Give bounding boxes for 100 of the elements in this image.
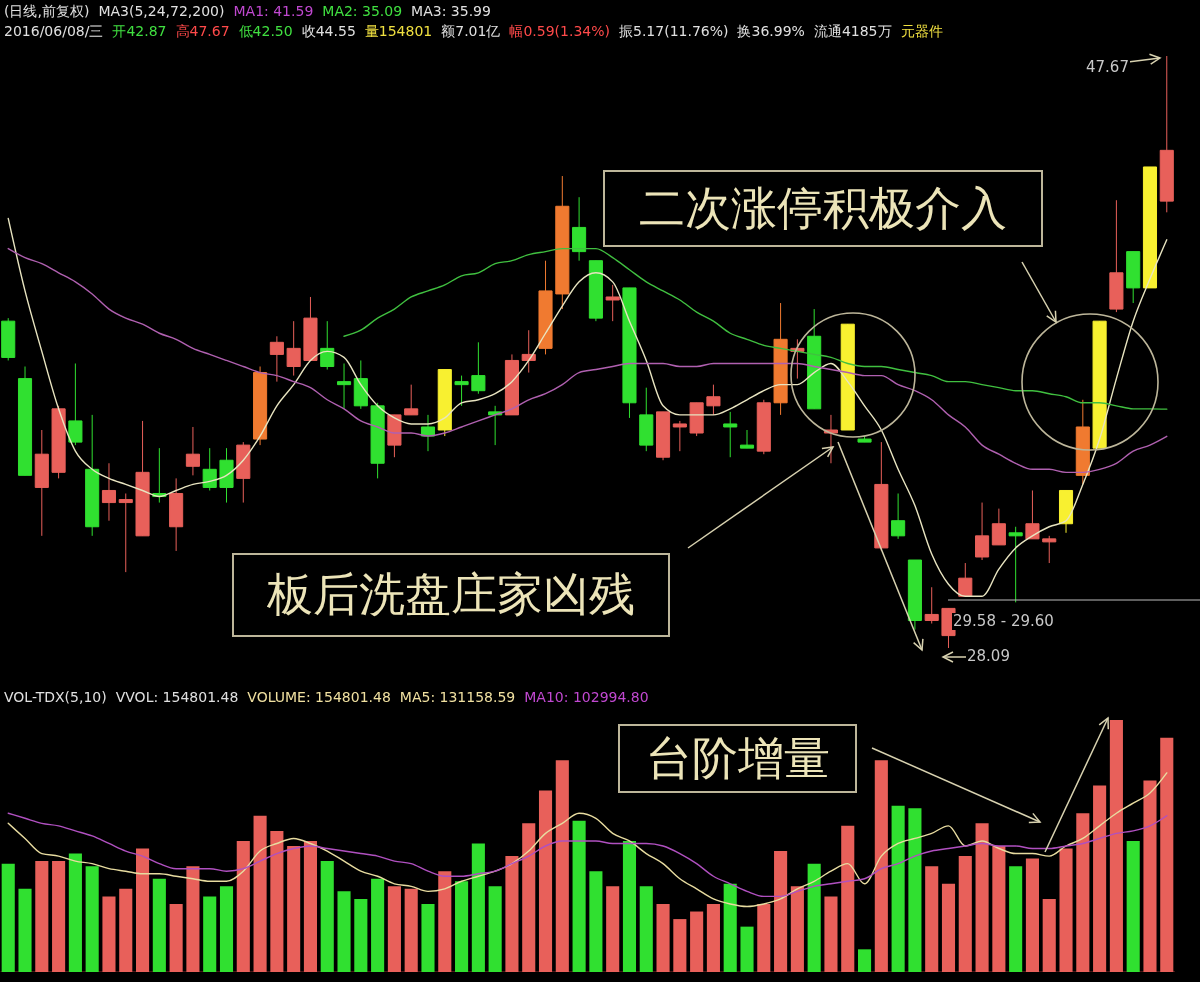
- bar: [891, 805, 905, 972]
- bar: [858, 949, 872, 972]
- bar: [52, 861, 66, 972]
- text: 2016/06/08/三: [4, 23, 104, 39]
- bar: [992, 846, 1006, 972]
- candlestick: [891, 493, 906, 540]
- bar: [807, 863, 821, 972]
- candlestick: [454, 375, 469, 407]
- bar: [723, 883, 737, 972]
- text: 低42.50: [238, 23, 293, 39]
- bar: [35, 861, 49, 972]
- bar: [656, 903, 670, 972]
- text: 振5.17(11.76%): [619, 23, 729, 39]
- text: 流通4185万: [813, 23, 892, 39]
- bar: [18, 888, 32, 972]
- bar: [1109, 720, 1123, 972]
- bar: [790, 886, 804, 972]
- bar: [1025, 858, 1039, 972]
- text: MA3: 35.99: [411, 3, 491, 19]
- bar: [757, 903, 771, 972]
- annotation: 29.58 - 29.60: [952, 612, 1055, 630]
- bar: [572, 820, 586, 972]
- bar: [354, 898, 368, 972]
- text: 额7.01亿: [441, 23, 501, 39]
- bar: [471, 843, 485, 972]
- annotation: 47.67: [1085, 58, 1130, 76]
- candlestick: [1042, 535, 1057, 564]
- bar: [1042, 898, 1056, 972]
- bar: [555, 760, 569, 972]
- bar: [438, 871, 452, 972]
- candlestick: [118, 493, 133, 573]
- bar: [169, 903, 183, 972]
- bar: [421, 903, 435, 972]
- annotation: 板后洗盘庄家凶残: [232, 553, 670, 637]
- bar: [690, 911, 704, 972]
- candlestick: [1008, 526, 1023, 603]
- text: 量154801: [364, 23, 433, 39]
- text: MA3(5,24,72,200): [98, 3, 225, 19]
- candlestick: [975, 502, 990, 561]
- bar: [606, 886, 620, 972]
- text: 收44.55: [301, 23, 356, 39]
- candlestick: [269, 335, 284, 383]
- candlestick: [672, 420, 687, 452]
- candlestick: [101, 462, 117, 522]
- bar: [337, 891, 351, 972]
- bar: [925, 866, 939, 972]
- candlestick: [924, 586, 939, 625]
- annotation: 28.09: [966, 647, 1011, 665]
- bar: [119, 888, 133, 972]
- bar: [958, 856, 972, 972]
- text: 换36.99%: [737, 23, 805, 39]
- bar: [841, 825, 855, 972]
- bar: [387, 886, 401, 972]
- bar: [975, 823, 989, 972]
- text: MA10: 102994.80: [524, 689, 649, 705]
- bar: [774, 851, 788, 972]
- bar: [622, 840, 637, 972]
- bar: [1059, 848, 1073, 972]
- candlestick: [404, 384, 419, 416]
- bar: [639, 886, 653, 972]
- bar: [1, 863, 15, 972]
- bar: [68, 853, 82, 972]
- bar: [908, 808, 922, 972]
- bar: [941, 883, 956, 972]
- text: VOL-TDX(5,10): [4, 689, 107, 705]
- candlestick: [1025, 489, 1040, 540]
- bar: [1093, 785, 1107, 972]
- bar: [203, 896, 217, 972]
- text: MA1: 41.59: [233, 3, 314, 19]
- candlestick: [202, 447, 217, 491]
- bar: [740, 926, 754, 972]
- text: 元器件: [900, 23, 943, 39]
- bar: [1009, 866, 1023, 972]
- bar: [1126, 840, 1140, 972]
- bar: [488, 886, 502, 972]
- candlestick: [706, 384, 721, 416]
- bar: [455, 881, 469, 972]
- bar: [136, 848, 150, 972]
- bar: [152, 878, 166, 972]
- bar: [874, 760, 888, 972]
- text: MA5: 131158.59: [399, 689, 516, 705]
- candlestick: [320, 320, 335, 371]
- bar: [219, 886, 234, 972]
- bar: [1143, 780, 1157, 972]
- text: 高47.67: [175, 23, 230, 39]
- candlestick: [739, 429, 755, 449]
- bar: [186, 866, 200, 972]
- text: VOLUME: 154801.48: [247, 689, 391, 705]
- bar: [538, 790, 553, 972]
- candlestick: [185, 426, 200, 476]
- bar: [404, 888, 418, 972]
- bar: [522, 823, 536, 972]
- text: VVOL: 154801.48: [115, 689, 239, 705]
- text: 幅0.59(1.34%): [509, 23, 610, 39]
- bar: [85, 866, 99, 972]
- text: (日线,前复权): [4, 3, 90, 19]
- text: MA2: 35.09: [322, 3, 403, 19]
- bar: [236, 840, 250, 972]
- candlestick: [336, 362, 352, 410]
- bar: [102, 896, 116, 972]
